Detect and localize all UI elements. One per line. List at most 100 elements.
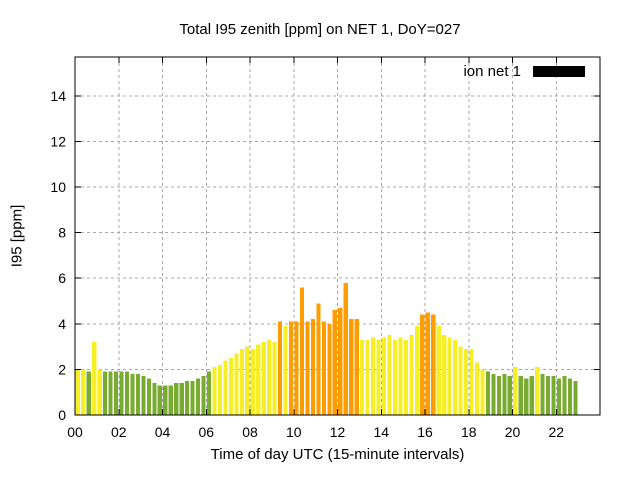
bar-09:00	[272, 342, 277, 415]
bar-05:45	[201, 376, 206, 415]
bar-00:30	[86, 371, 91, 415]
bar-20:15	[518, 376, 523, 415]
bar-04:30	[174, 383, 179, 415]
bar-16:00	[425, 312, 430, 415]
bar-14:15	[387, 335, 392, 415]
bar-12:45	[354, 319, 359, 415]
bar-16:30	[436, 326, 441, 415]
bar-05:15	[190, 380, 195, 415]
bar-10:00	[294, 321, 299, 415]
bar-14:45	[398, 337, 403, 415]
bar-18:30	[480, 369, 485, 415]
bar-10:30	[305, 321, 310, 415]
bar-00:45	[92, 342, 97, 415]
bar-22:15	[562, 376, 567, 415]
bar-06:15	[212, 367, 217, 415]
bar-04:45	[179, 383, 184, 415]
bar-06:30	[217, 364, 223, 415]
bar-03:15	[146, 378, 151, 415]
legend: ion net 1	[463, 63, 585, 80]
chart-title: Total I95 zenith [ppm] on NET 1, DoY=027	[179, 21, 461, 38]
x-tick-label: 06	[199, 424, 215, 440]
x-tick-label: 00	[67, 424, 83, 440]
x-tick-label: 22	[549, 424, 565, 440]
x-tick-label: 12	[330, 424, 346, 440]
bar-01:45	[113, 371, 119, 415]
plot-border	[74, 56, 601, 416]
bar-19:00	[491, 373, 496, 415]
bar-18:00	[469, 348, 474, 415]
y-axis-label: I95 [ppm]	[8, 204, 26, 268]
bar-18:15	[474, 362, 480, 415]
bar-19:45	[507, 376, 512, 415]
bar-08:00	[250, 348, 255, 415]
bar-04:15	[168, 385, 173, 415]
bar-03:30	[152, 383, 157, 415]
bar-08:30	[261, 342, 266, 415]
bar-01:30	[108, 371, 113, 415]
bar-16:45	[442, 335, 447, 415]
bar-14:30	[392, 339, 398, 415]
bar-03:45	[157, 385, 162, 415]
bar-07:30	[239, 348, 244, 415]
y-tick-label: 0	[58, 407, 66, 423]
bar-02:00	[119, 371, 124, 415]
bar-10:45	[310, 319, 316, 415]
legend-swatch	[533, 66, 585, 77]
y-tick-label: 2	[58, 361, 66, 377]
bar-03:00	[141, 376, 146, 415]
bar-12:00	[338, 307, 343, 415]
bar-17:30	[458, 346, 463, 415]
bar-21:45	[551, 376, 556, 415]
bar-13:30	[371, 337, 376, 415]
bar-17:00	[447, 337, 452, 415]
y-tick-label: 10	[50, 179, 66, 195]
bar-02:15	[124, 371, 130, 415]
bar-13:15	[365, 339, 370, 415]
bar-04:00	[163, 385, 168, 415]
x-tick-label: 14	[374, 424, 390, 440]
bar-19:30	[502, 373, 507, 415]
bar-08:45	[267, 339, 272, 415]
x-tick-label: 18	[461, 424, 477, 440]
bar-17:15	[453, 339, 458, 415]
x-tick-label: 10	[286, 424, 302, 440]
bar-09:30	[283, 326, 288, 415]
bar-20:00	[513, 367, 518, 415]
bar-07:45	[245, 346, 250, 415]
bar-10:15	[299, 287, 305, 415]
bar-21:30	[546, 376, 551, 415]
y-tick-label: 12	[50, 133, 66, 149]
bar-15:00	[403, 339, 408, 415]
bar-15:45	[420, 314, 425, 415]
bar-21:00	[535, 367, 540, 415]
bar-00:15	[81, 369, 86, 415]
x-tick-label: 16	[417, 424, 433, 440]
bar-09:45	[288, 321, 294, 415]
bar-00:00	[75, 369, 80, 415]
y-tick-label: 8	[58, 225, 66, 241]
bar-20:30	[524, 378, 529, 415]
bar-11:45	[332, 310, 337, 415]
y-tick-label: 4	[58, 316, 66, 332]
bar-07:15	[234, 353, 239, 415]
bar-02:30	[130, 373, 135, 415]
bar-06:45	[223, 360, 228, 415]
bar-01:00	[97, 369, 102, 415]
x-tick-label: 08	[242, 424, 258, 440]
bar-14:00	[381, 337, 387, 415]
bar-05:00	[185, 380, 190, 415]
bar-09:15	[278, 321, 283, 415]
bar-12:15	[343, 282, 348, 415]
bar-18:45	[485, 371, 491, 415]
bar-16:15	[431, 314, 436, 415]
bar-17:45	[463, 348, 469, 415]
bar-21:15	[540, 373, 545, 415]
bar-20:45	[529, 376, 534, 415]
x-tick-label: 04	[155, 424, 171, 440]
bar-12:30	[349, 319, 354, 415]
bar-06:00	[206, 371, 212, 415]
bar-15:15	[409, 335, 414, 415]
bar-13:45	[376, 339, 381, 415]
